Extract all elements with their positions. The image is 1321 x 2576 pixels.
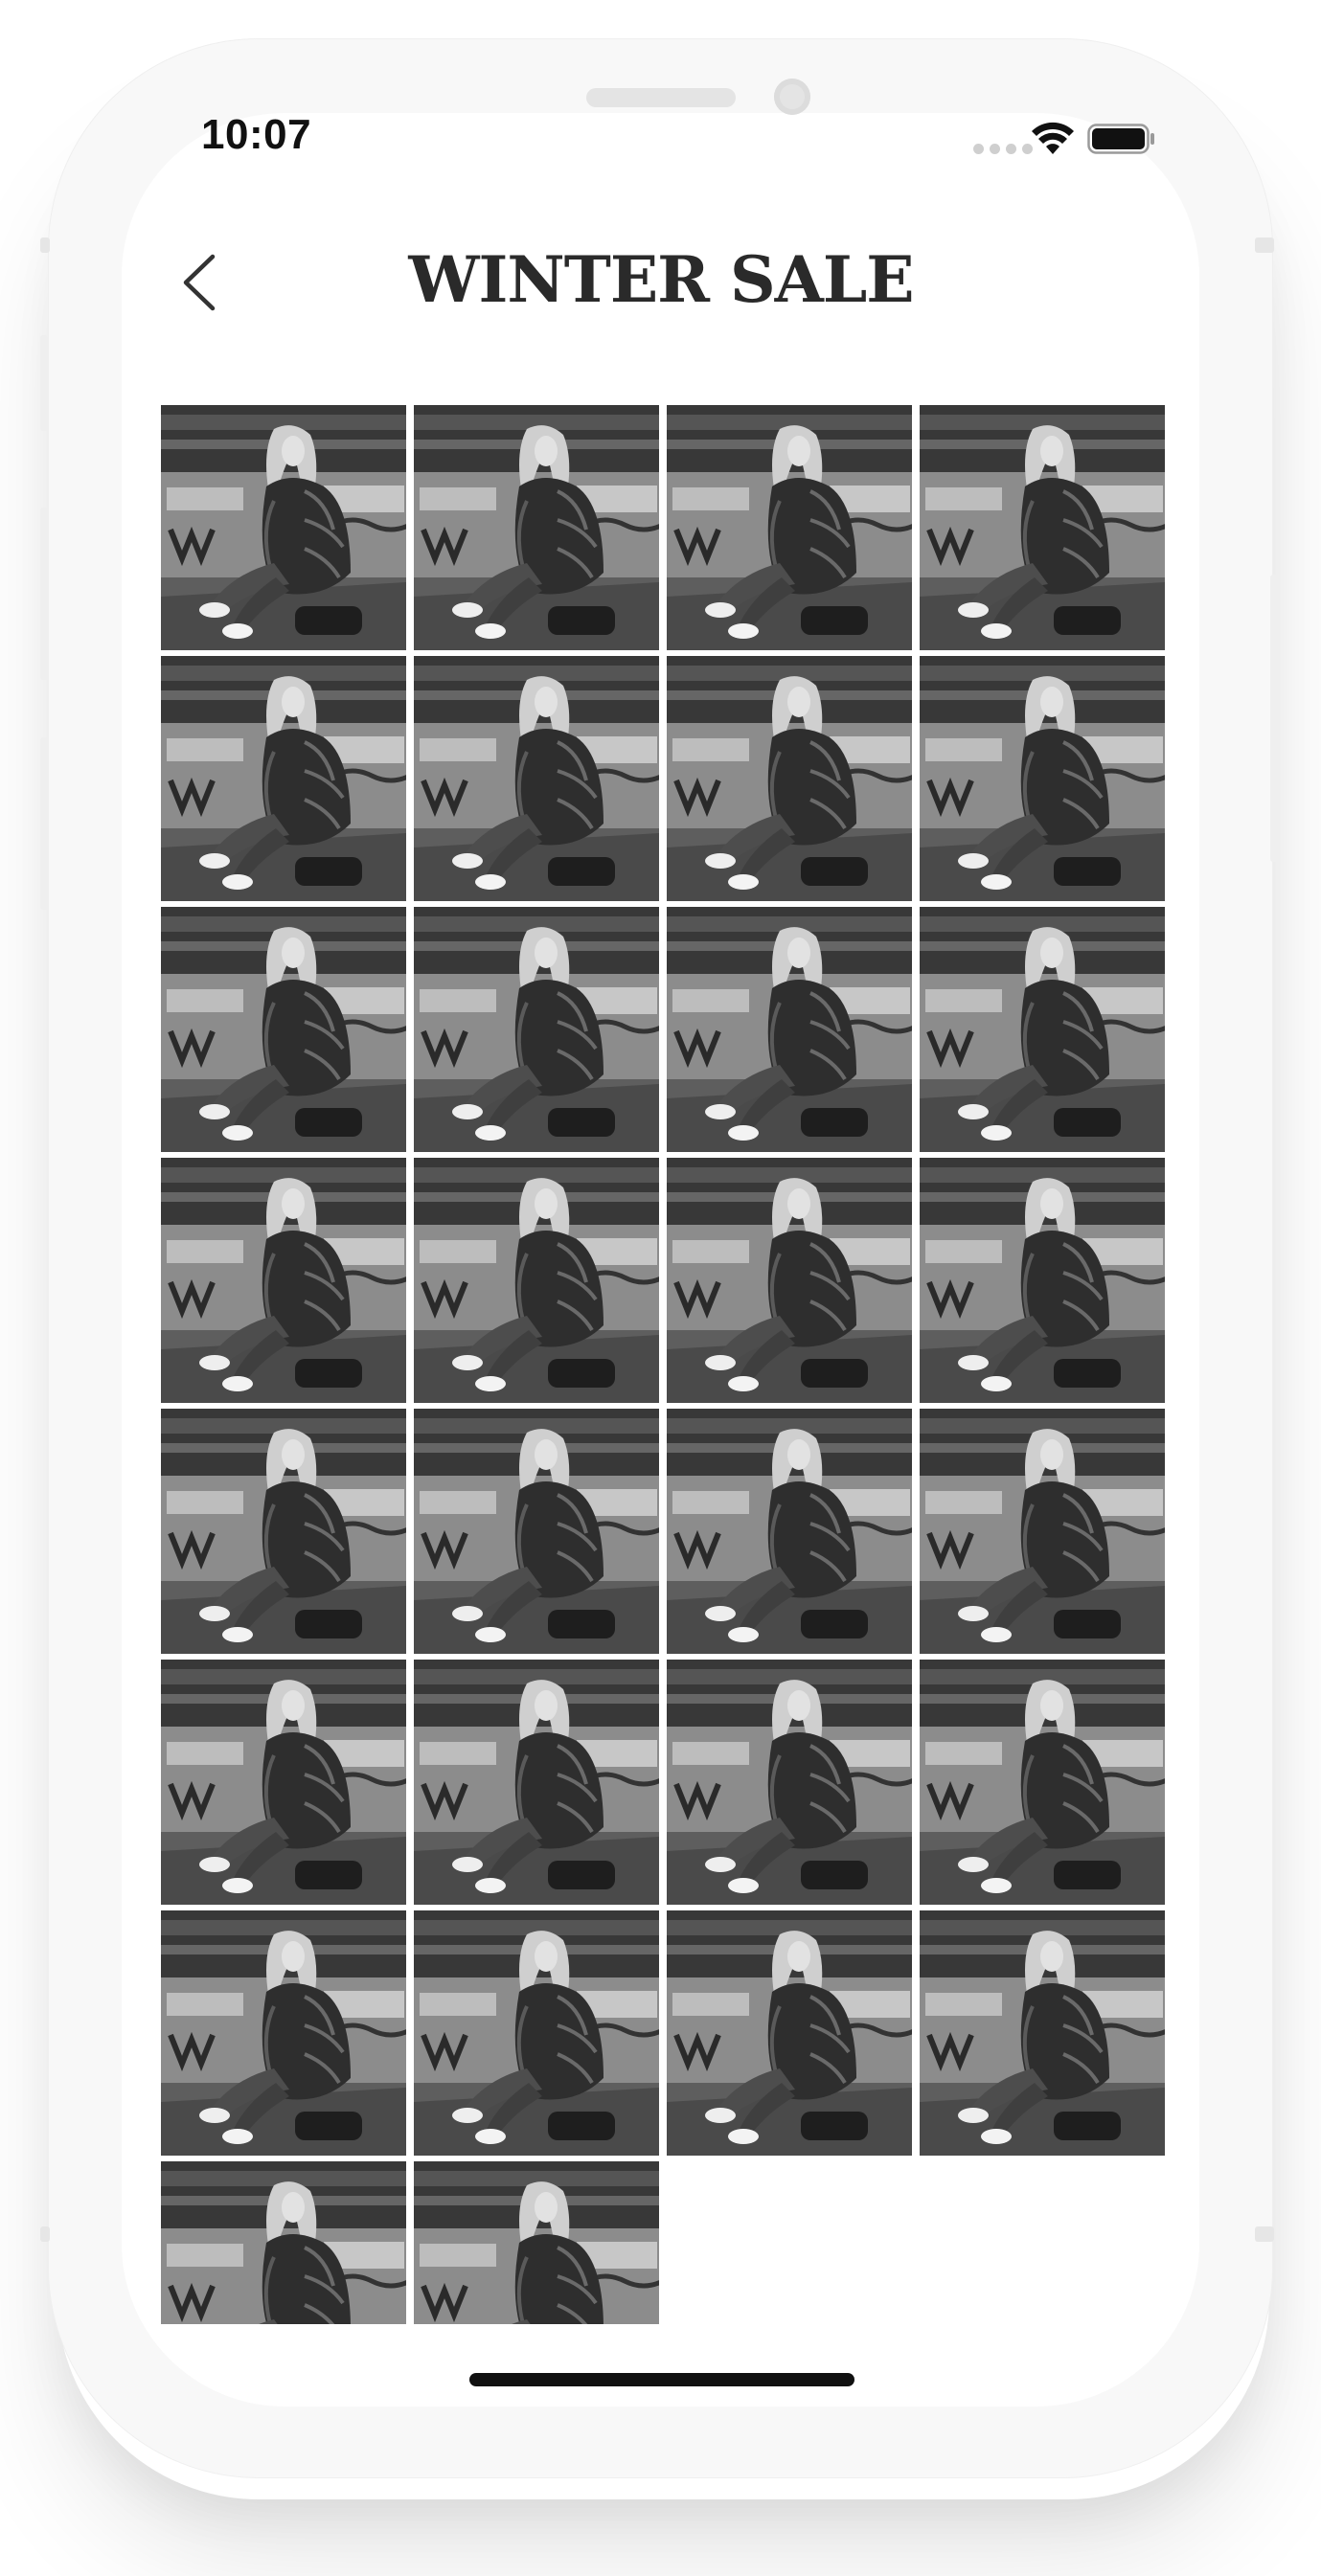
photo-image	[920, 656, 1165, 901]
photo-image	[667, 405, 912, 650]
signal-dots-icon	[973, 144, 1033, 154]
photo-image	[667, 1158, 912, 1403]
side-button-left-bottom	[40, 737, 48, 910]
photo-image	[920, 405, 1165, 650]
photo-image	[667, 907, 912, 1152]
photo-thumbnail-5[interactable]	[161, 656, 406, 901]
photo-thumbnail-9[interactable]	[161, 907, 406, 1152]
photo-thumbnail-30[interactable]	[414, 2161, 659, 2324]
side-button-left-foot	[40, 2226, 50, 2242]
photo-thumbnail-4[interactable]	[920, 405, 1165, 650]
photo-image	[920, 1660, 1165, 1905]
photo-image	[920, 1158, 1165, 1403]
photo-grid	[161, 405, 1165, 2324]
photo-image	[414, 907, 659, 1152]
side-button-left-top	[40, 237, 50, 253]
photo-image	[161, 2161, 406, 2324]
photo-image	[414, 2161, 659, 2324]
photo-thumbnail-11[interactable]	[667, 907, 912, 1152]
photo-image	[414, 1158, 659, 1403]
photo-thumbnail-28[interactable]	[920, 1910, 1165, 2156]
page-title: WINTER SALE	[408, 242, 914, 317]
photo-image	[667, 1660, 912, 1905]
photo-image	[414, 1409, 659, 1654]
photo-thumbnail-13[interactable]	[161, 1158, 406, 1403]
status-time: 10:07	[201, 111, 312, 158]
battery-icon	[1087, 124, 1154, 154]
photo-thumbnail-1[interactable]	[161, 405, 406, 650]
side-button-right-top	[1255, 237, 1274, 253]
photo-thumbnail-20[interactable]	[920, 1409, 1165, 1654]
photo-image	[667, 1910, 912, 2156]
photo-thumbnail-15[interactable]	[667, 1158, 912, 1403]
photo-thumbnail-16[interactable]	[920, 1158, 1165, 1403]
photo-thumbnail-27[interactable]	[667, 1910, 912, 2156]
photo-thumbnail-22[interactable]	[414, 1660, 659, 1905]
side-button-right-foot	[1255, 2226, 1274, 2242]
photo-image	[414, 1910, 659, 2156]
photo-thumbnail-7[interactable]	[667, 656, 912, 901]
photo-image	[161, 907, 406, 1152]
photo-image	[667, 1409, 912, 1654]
photo-thumbnail-17[interactable]	[161, 1409, 406, 1654]
photo-thumbnail-2[interactable]	[414, 405, 659, 650]
photo-thumbnail-14[interactable]	[414, 1158, 659, 1403]
photo-thumbnail-19[interactable]	[667, 1409, 912, 1654]
photo-thumbnail-8[interactable]	[920, 656, 1165, 901]
wifi-icon	[1032, 122, 1074, 154]
speaker-grille	[586, 88, 736, 107]
photo-thumbnail-21[interactable]	[161, 1660, 406, 1905]
photo-thumbnail-3[interactable]	[667, 405, 912, 650]
photo-image	[920, 907, 1165, 1152]
photo-image	[920, 1409, 1165, 1654]
photo-thumbnail-10[interactable]	[414, 907, 659, 1152]
photo-image	[414, 405, 659, 650]
photo-thumbnail-25[interactable]	[161, 1910, 406, 2156]
side-button-left-mid	[40, 335, 48, 431]
photo-image	[667, 656, 912, 901]
photo-image	[161, 1158, 406, 1403]
photo-thumbnail-24[interactable]	[920, 1660, 1165, 1905]
photo-thumbnail-12[interactable]	[920, 907, 1165, 1152]
photo-image	[414, 1660, 659, 1905]
photo-image	[414, 656, 659, 901]
photo-thumbnail-23[interactable]	[667, 1660, 912, 1905]
photo-thumbnail-6[interactable]	[414, 656, 659, 901]
back-button[interactable]	[171, 244, 228, 321]
photo-thumbnail-29[interactable]	[161, 2161, 406, 2324]
photo-thumbnail-26[interactable]	[414, 1910, 659, 2156]
photo-image	[161, 1910, 406, 2156]
chevron-left-icon	[183, 254, 216, 311]
front-camera	[774, 79, 810, 115]
side-button-right-power	[1270, 575, 1278, 862]
photo-image	[161, 656, 406, 901]
photo-image	[161, 1409, 406, 1654]
photo-image	[161, 405, 406, 650]
home-indicator[interactable]	[469, 2373, 854, 2386]
photo-thumbnail-18[interactable]	[414, 1409, 659, 1654]
photo-image	[161, 1660, 406, 1905]
side-button-left-low	[40, 508, 48, 680]
photo-image	[920, 1910, 1165, 2156]
